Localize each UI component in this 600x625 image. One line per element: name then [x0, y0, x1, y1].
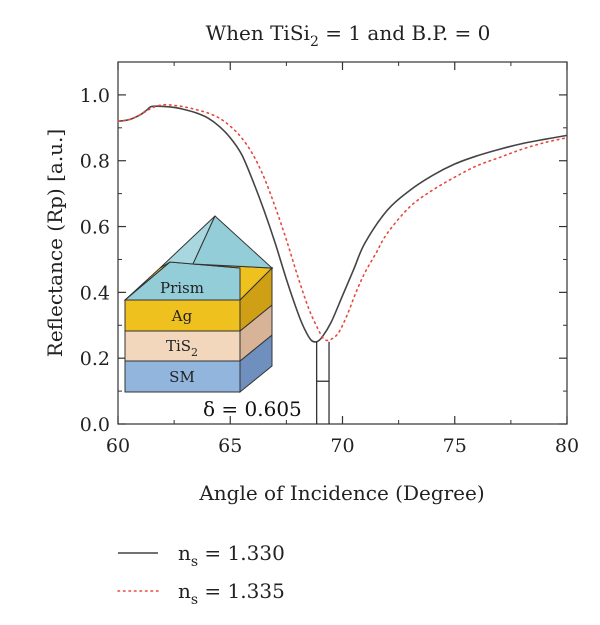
- inset-label-prism: Prism: [160, 279, 204, 297]
- legend-ns-1330-suffix: = 1.330: [198, 541, 285, 565]
- chart-title-prefix: When TiSi: [206, 21, 310, 45]
- inset-label-tis2-sub: 2: [191, 346, 198, 359]
- inset-label-ag: Ag: [171, 307, 193, 325]
- layer-stack-inset: Prism Ag TiS2 SM: [123, 215, 274, 394]
- y-axis-title: Reflectance (Rp) [a.u.]: [43, 129, 67, 357]
- y-tick-label: 0.4: [80, 282, 110, 304]
- legend-ns-1335-sub: s: [191, 592, 198, 608]
- delta-annotation: [316, 341, 330, 424]
- series-line-ns-1330: [117, 105, 568, 343]
- x-tick-label: 75: [443, 435, 467, 457]
- delta-label: δ = 0.605: [203, 397, 302, 421]
- y-tick-label: 0.2: [80, 348, 110, 370]
- legend: ns = 1.330 ns = 1.335: [117, 541, 285, 608]
- x-tick-label: 80: [555, 435, 579, 457]
- chart-title: When TiSi2 = 1 and B.P. = 0: [206, 21, 491, 50]
- chart-title-sub: 2: [310, 34, 319, 50]
- legend-label-ns-1330: ns = 1.330: [178, 541, 285, 570]
- x-tick-label: 70: [330, 435, 354, 457]
- y-tick-label: 0.8: [80, 151, 110, 173]
- legend-label-ns-1335: ns = 1.335: [178, 579, 285, 608]
- y-tick-label: 0.0: [80, 414, 110, 436]
- inset-label-sm: SM: [169, 368, 195, 386]
- y-tick-labels: 0.0 0.2 0.4 0.6 0.8 1.0: [80, 85, 110, 436]
- x-axis-title: Angle of Incidence (Degree): [198, 481, 484, 505]
- series-line-ns-1335: [117, 103, 568, 342]
- y-tick-label: 1.0: [80, 85, 110, 107]
- x-tick-label: 60: [106, 435, 130, 457]
- inset-prism-peak-right: [192, 215, 274, 269]
- legend-ns-1330-sub: s: [191, 554, 198, 570]
- inset-label-tis2: TiS2: [166, 337, 198, 359]
- chart-title-suffix: = 1 and B.P. = 0: [319, 21, 491, 45]
- legend-ns-1335-prefix: n: [178, 579, 191, 603]
- x-tick-labels: 60 65 70 75 80: [106, 435, 579, 457]
- x-tick-label: 65: [218, 435, 242, 457]
- y-tick-label: 0.6: [80, 217, 110, 239]
- inset-label-tis2-prefix: TiS: [166, 337, 191, 355]
- legend-ns-1335-suffix: = 1.335: [198, 579, 285, 603]
- axis-ticks: [117, 61, 568, 425]
- legend-ns-1330-prefix: n: [178, 541, 191, 565]
